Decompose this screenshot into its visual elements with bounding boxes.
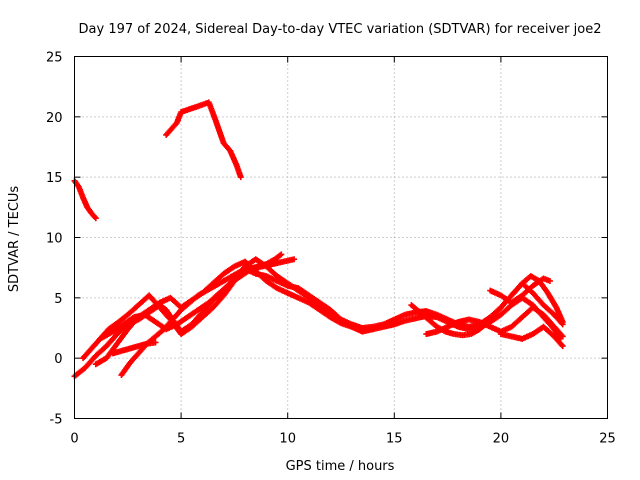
x-tick-label: 5 (177, 432, 185, 447)
x-axis-label: GPS time / hours (286, 459, 395, 474)
series-arc-12 (497, 323, 566, 350)
series-arc-8 (109, 339, 159, 357)
series-arc-2 (163, 99, 244, 181)
data-points (71, 99, 566, 380)
data-point (152, 339, 159, 346)
series-arc-10 (423, 304, 566, 340)
y-tick-label: 5 (54, 292, 62, 307)
x-tick-label: 25 (599, 432, 616, 447)
x-tick-label: 15 (386, 432, 403, 447)
data-point (559, 318, 566, 325)
series-arc-6 (97, 256, 298, 342)
data-point (559, 333, 566, 340)
y-tick-label: 0 (54, 352, 62, 367)
x-tick-label: 20 (493, 432, 510, 447)
data-point (291, 256, 298, 263)
data-point (92, 215, 99, 222)
data-point (278, 251, 285, 258)
plot-frame (74, 56, 608, 419)
series-arc-1 (71, 177, 99, 222)
axes: 0 5 10 15 20 25 -5 0 5 10 15 20 25 (46, 51, 616, 447)
y-tick-label: -5 (50, 413, 63, 428)
chart-title: Day 197 of 2024, Sidereal Day-to-day VTE… (79, 22, 602, 37)
x-tick-label: 0 (70, 432, 78, 447)
data-point (237, 174, 244, 181)
data-point (559, 343, 566, 350)
y-axis-label: SDTVAR / TECUs (7, 186, 22, 293)
y-tick-label: 15 (46, 171, 63, 186)
y-tick-label: 25 (46, 51, 63, 66)
data-point (546, 277, 553, 284)
series-arc-11 (487, 275, 553, 306)
grid-lines (74, 56, 608, 419)
y-tick-label: 20 (46, 111, 63, 126)
x-tick-label: 10 (279, 432, 296, 447)
data-point (369, 326, 376, 333)
y-tick-label: 10 (46, 232, 63, 247)
